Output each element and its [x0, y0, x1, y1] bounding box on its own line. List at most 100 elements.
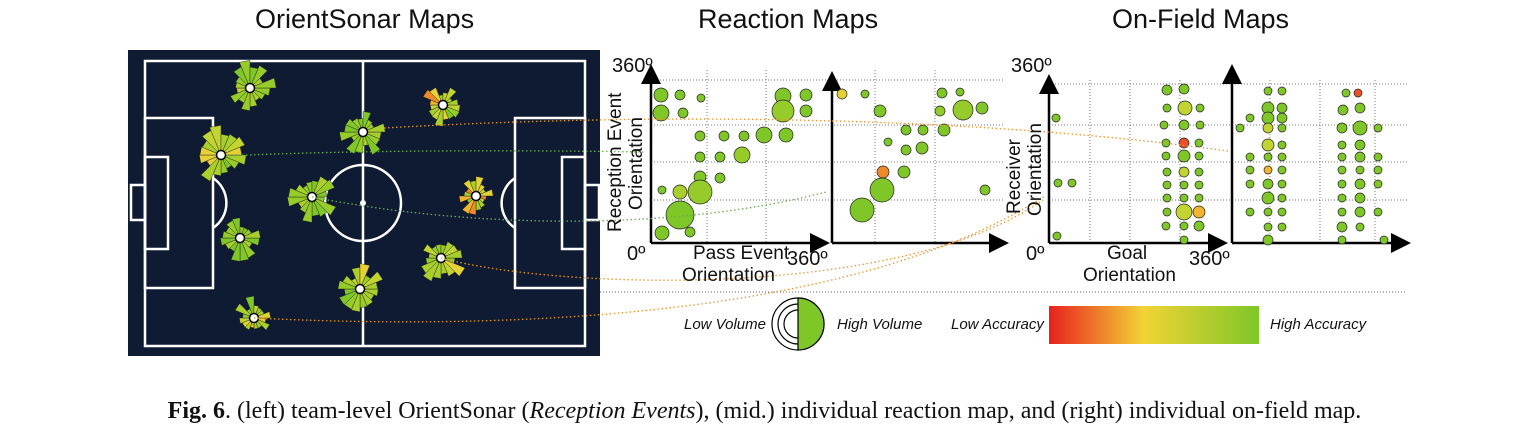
bubble-mark — [1161, 151, 1171, 161]
onfield-y-label-2: Orientation — [1025, 123, 1046, 216]
bubble-mark — [1194, 193, 1204, 203]
reaction-x-label-1: Pass Event — [693, 243, 790, 264]
bubble-mark — [1354, 151, 1366, 163]
bubble-mark — [674, 89, 686, 101]
bubble-mark — [952, 99, 974, 121]
reaction-title: Reaction Maps — [698, 4, 879, 34]
bubble-mark — [1235, 123, 1245, 133]
sonar-center — [244, 82, 256, 94]
bubble-mark — [1277, 207, 1287, 217]
sonar-2 — [422, 87, 461, 127]
bubble-mark — [1178, 166, 1190, 178]
sonar-center — [357, 126, 369, 138]
sonar-5 — [287, 176, 337, 223]
bubble-mark — [1262, 178, 1274, 190]
bubble-mark — [836, 88, 848, 100]
bubble-mark — [1277, 140, 1287, 150]
bubble-mark — [1193, 220, 1205, 232]
legend-high-accuracy: High Accuracy — [1270, 316, 1367, 333]
reaction-y-max: 360º — [612, 55, 653, 77]
bubble-mark — [672, 184, 688, 200]
volume-legend-glyph — [771, 297, 825, 351]
bubble-mark — [1353, 88, 1363, 98]
bubble-mark — [653, 87, 669, 103]
bubble-mark — [1178, 137, 1190, 149]
bubble-mark — [1245, 113, 1255, 123]
sonar-wedge — [239, 229, 261, 239]
bubble-mark — [799, 88, 813, 102]
bubble-mark — [1179, 235, 1189, 245]
bubble-mark — [1337, 207, 1347, 217]
bubble-mark — [1052, 231, 1062, 241]
caption-part1: . (left) team-level OrientSonar ( — [225, 398, 530, 424]
bubble-mark — [1175, 203, 1193, 221]
connector-lines — [225, 118, 1229, 323]
sonar-wedge — [220, 146, 243, 156]
bubble-mark — [860, 89, 870, 99]
bubble-mark — [694, 130, 706, 142]
bubble-mark — [1194, 180, 1204, 190]
bubble-mark — [1162, 180, 1172, 190]
bubble-mark — [1161, 84, 1173, 96]
bubble-mark — [1337, 193, 1347, 203]
bubble-mark — [1162, 193, 1172, 203]
bubble-mark — [1195, 120, 1205, 130]
orientsonar-title: OrientSonar Maps — [255, 4, 475, 34]
bubble-mark — [975, 101, 989, 115]
sonar-10 — [234, 295, 271, 331]
bubble-mark — [1194, 138, 1204, 148]
bubble-mark — [1177, 149, 1191, 163]
bubble-mark — [1161, 221, 1171, 231]
bubble-mark — [1373, 207, 1383, 217]
reaction-y-label-1: Reception Event — [605, 92, 626, 232]
bubble-mark — [1337, 235, 1347, 245]
bubble-mark — [1277, 222, 1287, 232]
bubble-mark — [934, 105, 946, 117]
bubble-mark — [1337, 152, 1347, 162]
connector-3 — [311, 191, 827, 222]
bubble-mark — [876, 165, 890, 179]
bubble-mark — [755, 126, 773, 144]
bubble-mark — [1192, 205, 1206, 219]
bubble-mark — [1336, 221, 1348, 233]
onfield-y-max: 360º — [1011, 55, 1052, 77]
figure-caption: Fig. 6. (left) team-level OrientSonar (R… — [0, 398, 1529, 425]
reaction-origin: 0º — [627, 243, 646, 265]
bubble-mark — [1067, 178, 1077, 188]
caption-fig-number: Fig. 6 — [167, 398, 225, 424]
bubble-mark — [869, 177, 895, 203]
bubble-mark — [1263, 222, 1273, 232]
bubble-mark — [1373, 152, 1383, 162]
onfield-y-label-1: Receiver — [1004, 139, 1025, 214]
reaction-axes — [641, 64, 1009, 253]
bubble-mark — [937, 123, 951, 137]
bubble-mark — [1263, 165, 1273, 175]
legend-low-accuracy: Low Accuracy — [951, 316, 1044, 333]
bubble-mark — [1277, 123, 1287, 133]
bubble-mark — [955, 87, 965, 97]
bubble-marks — [652, 83, 1389, 246]
onfield-x-max: 360º — [1189, 248, 1230, 270]
bubble-mark — [1159, 120, 1169, 130]
bubble-mark — [917, 124, 929, 136]
accuracy-colorbar — [1049, 306, 1259, 344]
bubble-mark — [714, 151, 726, 163]
bubble-mark — [1354, 178, 1366, 190]
sonar-6 — [458, 176, 494, 216]
bubble-mark — [1178, 119, 1190, 131]
bubble-mark — [652, 104, 670, 122]
sonar-9 — [337, 263, 384, 313]
reaction-x-max: 360º — [787, 248, 828, 270]
sonar-wedge — [249, 77, 277, 89]
bubble-mark — [1162, 167, 1172, 177]
bubble-mark — [900, 124, 912, 136]
bubble-mark — [1178, 83, 1190, 95]
bubble-mark — [1354, 102, 1366, 114]
bubble-mark — [1261, 138, 1275, 152]
bubble-mark — [1162, 207, 1172, 217]
connector-4 — [440, 199, 1044, 281]
bubble-mark — [1276, 112, 1288, 124]
bubble-mark — [1352, 120, 1368, 136]
bubble-mark — [1194, 151, 1204, 161]
sonar-center — [437, 99, 449, 111]
